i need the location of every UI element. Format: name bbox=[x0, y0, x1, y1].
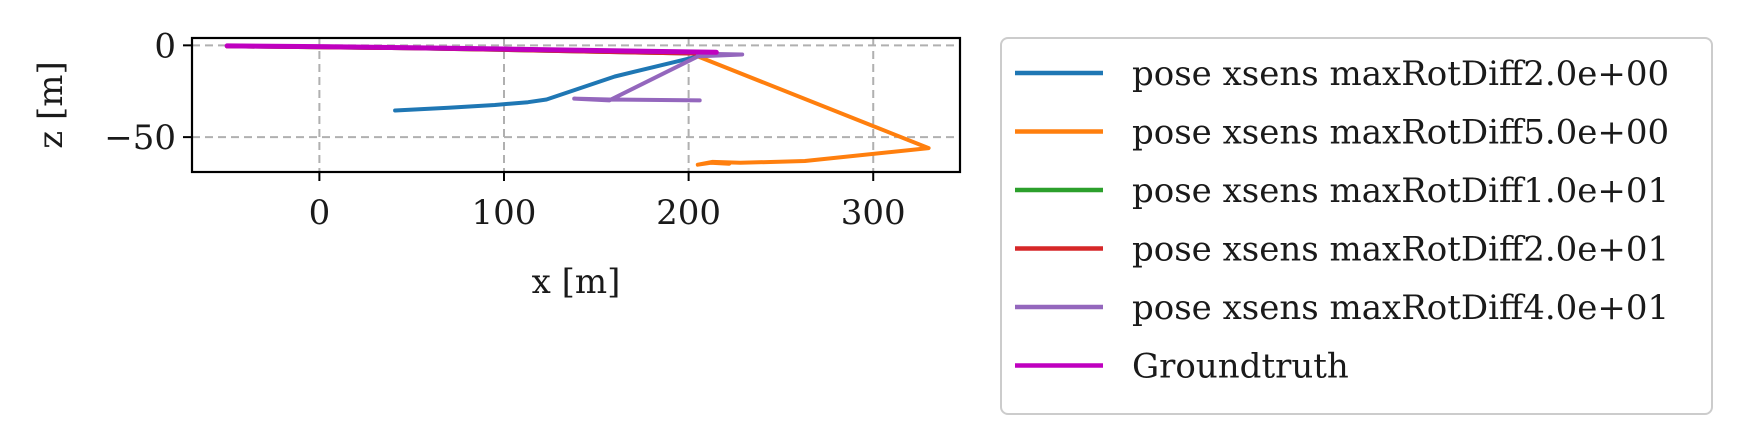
x-tick-label: 200 bbox=[656, 193, 721, 233]
series-line-5 bbox=[224, 43, 719, 55]
plot-frame bbox=[190, 36, 962, 174]
legend-label: pose xsens maxRotDiff4.0e+01 bbox=[1132, 288, 1669, 328]
x-tick-label: 100 bbox=[472, 193, 537, 233]
series-line-4 bbox=[572, 51, 745, 103]
y-axis-label: z [m] bbox=[31, 61, 71, 149]
legend-label: pose xsens maxRotDiff2.0e+00 bbox=[1132, 54, 1669, 94]
legend-label: pose xsens maxRotDiff5.0e+00 bbox=[1132, 113, 1669, 153]
plot-area: 0 100 200 300 0 −50 bbox=[104, 26, 962, 233]
data-series bbox=[224, 43, 931, 167]
axis-ticks: 0 100 200 300 0 −50 bbox=[104, 26, 905, 233]
legend-label: Groundtruth bbox=[1132, 347, 1349, 387]
legend-label: pose xsens maxRotDiff1.0e+01 bbox=[1132, 171, 1669, 211]
x-tick-label: 300 bbox=[841, 193, 906, 233]
series-line-0 bbox=[393, 54, 700, 113]
x-tick-label: 0 bbox=[309, 193, 331, 233]
legend: pose xsens maxRotDiff2.0e+00 pose xsens m… bbox=[1000, 37, 1713, 415]
y-tick-label: 0 bbox=[154, 26, 176, 66]
series-line-1 bbox=[695, 54, 931, 167]
plot-background bbox=[192, 38, 960, 172]
legend-label: pose xsens maxRotDiff2.0e+01 bbox=[1132, 230, 1669, 270]
legend-box bbox=[1000, 37, 1713, 415]
x-axis-label: x [m] bbox=[532, 262, 621, 302]
y-tick-label: −50 bbox=[104, 118, 176, 158]
